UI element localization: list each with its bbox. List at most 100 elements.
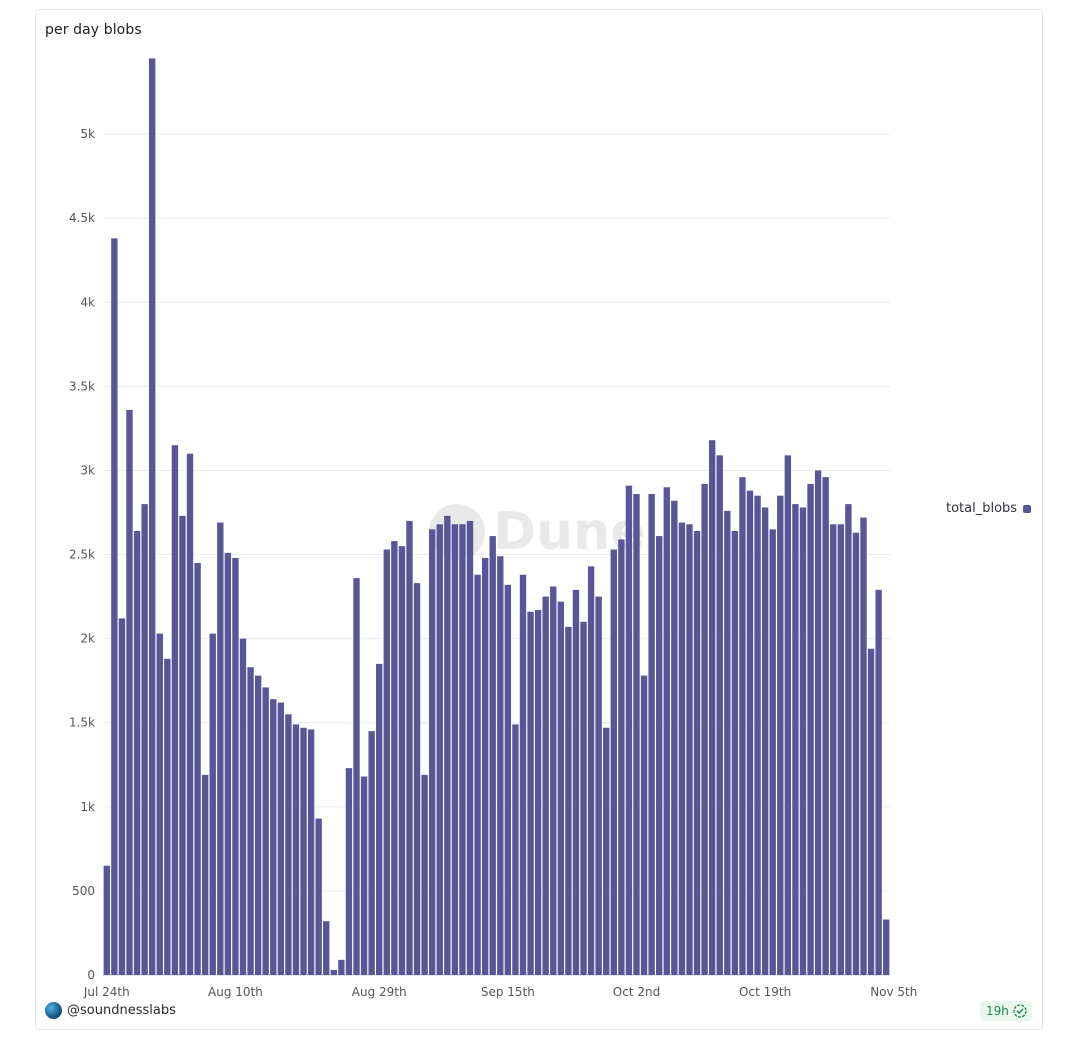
bar[interactable] bbox=[618, 539, 625, 975]
bar[interactable] bbox=[603, 727, 610, 975]
bar[interactable] bbox=[247, 667, 254, 975]
bar[interactable] bbox=[512, 724, 519, 975]
bar[interactable] bbox=[656, 536, 663, 975]
bar[interactable] bbox=[360, 776, 368, 975]
bar[interactable] bbox=[398, 546, 406, 975]
bar[interactable] bbox=[156, 633, 163, 975]
bar[interactable] bbox=[648, 494, 655, 975]
bar[interactable] bbox=[217, 522, 224, 975]
bar[interactable] bbox=[111, 238, 118, 976]
bar[interactable] bbox=[497, 556, 504, 975]
author-username[interactable]: @soundnesslabs bbox=[67, 1003, 176, 1018]
bar[interactable] bbox=[292, 724, 300, 975]
bar[interactable] bbox=[633, 494, 640, 975]
bar[interactable] bbox=[383, 549, 390, 976]
bar[interactable] bbox=[270, 699, 277, 975]
bar[interactable] bbox=[867, 648, 875, 975]
bar[interactable] bbox=[640, 675, 648, 975]
bar[interactable] bbox=[428, 529, 436, 975]
bar[interactable] bbox=[625, 485, 633, 975]
bar[interactable] bbox=[444, 515, 451, 975]
bar[interactable] bbox=[708, 440, 716, 975]
bar[interactable] bbox=[686, 524, 693, 975]
bar[interactable] bbox=[466, 520, 474, 975]
bar[interactable] bbox=[338, 959, 345, 975]
bar[interactable] bbox=[852, 532, 860, 975]
bar[interactable] bbox=[777, 495, 784, 975]
legend[interactable]: total_blobs bbox=[946, 501, 1032, 516]
bar[interactable] bbox=[792, 504, 799, 975]
bar[interactable] bbox=[572, 589, 580, 975]
bar[interactable] bbox=[799, 507, 807, 975]
bar[interactable] bbox=[769, 529, 776, 975]
bar[interactable] bbox=[519, 574, 527, 975]
bar[interactable] bbox=[300, 727, 307, 975]
bar[interactable] bbox=[353, 578, 360, 975]
bar[interactable] bbox=[845, 504, 852, 975]
bar[interactable] bbox=[739, 477, 746, 975]
bar[interactable] bbox=[330, 969, 337, 975]
bar[interactable] bbox=[489, 536, 496, 975]
bar[interactable] bbox=[565, 626, 572, 975]
bar[interactable] bbox=[716, 455, 723, 975]
bar[interactable] bbox=[345, 768, 353, 975]
bar[interactable] bbox=[413, 583, 421, 975]
bar[interactable] bbox=[179, 515, 186, 975]
bar[interactable] bbox=[406, 520, 413, 975]
bar[interactable] bbox=[126, 409, 133, 975]
bar[interactable] bbox=[209, 633, 216, 975]
bar[interactable] bbox=[814, 470, 822, 975]
author-link[interactable]: @soundnesslabs bbox=[45, 1002, 176, 1019]
bar[interactable] bbox=[133, 531, 141, 975]
bar[interactable] bbox=[451, 524, 459, 975]
bar[interactable] bbox=[194, 562, 201, 975]
bar[interactable] bbox=[239, 638, 247, 975]
bar[interactable] bbox=[671, 500, 678, 975]
bar[interactable] bbox=[595, 596, 602, 975]
bar[interactable] bbox=[822, 477, 829, 975]
bar[interactable] bbox=[277, 702, 285, 975]
bar[interactable] bbox=[436, 524, 443, 975]
bar[interactable] bbox=[481, 557, 489, 975]
bar[interactable] bbox=[860, 517, 867, 975]
bar[interactable] bbox=[663, 487, 670, 975]
bar[interactable] bbox=[587, 566, 595, 975]
bar[interactable] bbox=[118, 618, 126, 975]
bar[interactable] bbox=[830, 524, 837, 975]
bar[interactable] bbox=[254, 675, 262, 975]
bar[interactable] bbox=[323, 921, 330, 975]
bar[interactable] bbox=[504, 584, 512, 975]
bar[interactable] bbox=[610, 549, 617, 976]
bar[interactable] bbox=[368, 731, 375, 975]
bar[interactable] bbox=[315, 818, 322, 975]
bar[interactable] bbox=[421, 774, 428, 975]
bar[interactable] bbox=[307, 729, 315, 975]
bar[interactable] bbox=[103, 865, 110, 975]
bar[interactable] bbox=[391, 541, 398, 975]
bar[interactable] bbox=[807, 483, 814, 975]
refresh-status-badge[interactable]: 19h bbox=[980, 1001, 1032, 1021]
bar[interactable] bbox=[534, 610, 542, 975]
bar[interactable] bbox=[678, 522, 686, 975]
bar[interactable] bbox=[746, 490, 754, 975]
bar[interactable] bbox=[224, 552, 232, 975]
bar[interactable] bbox=[262, 687, 269, 975]
bar[interactable] bbox=[232, 557, 239, 975]
bar[interactable] bbox=[285, 714, 292, 975]
bar[interactable] bbox=[171, 445, 179, 976]
bar[interactable] bbox=[837, 524, 844, 975]
bar[interactable] bbox=[550, 586, 557, 976]
bar[interactable] bbox=[527, 611, 534, 975]
bar[interactable] bbox=[580, 621, 587, 975]
bar[interactable] bbox=[201, 774, 209, 975]
bar[interactable] bbox=[141, 504, 148, 975]
bar[interactable] bbox=[459, 524, 466, 975]
bar[interactable] bbox=[761, 507, 769, 975]
bar[interactable] bbox=[883, 919, 890, 976]
bar[interactable] bbox=[557, 601, 565, 975]
bar[interactable] bbox=[376, 663, 383, 975]
bar[interactable] bbox=[693, 531, 701, 975]
bar[interactable] bbox=[724, 510, 731, 975]
bar[interactable] bbox=[875, 589, 882, 975]
avatar[interactable] bbox=[45, 1002, 62, 1019]
